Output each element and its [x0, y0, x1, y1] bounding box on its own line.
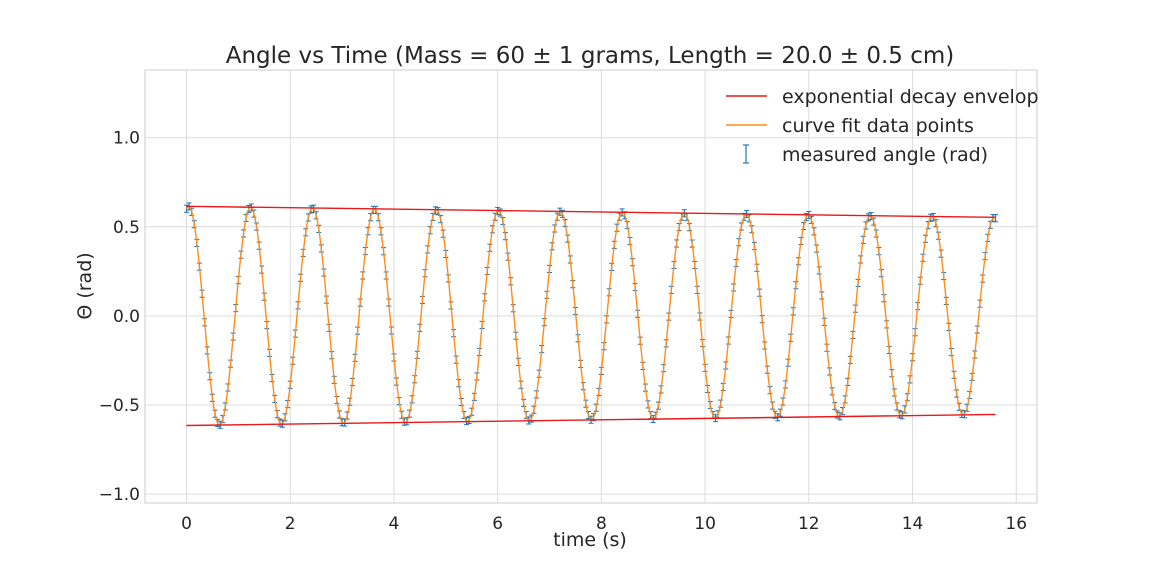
legend-entry-label: exponential decay envelop [782, 86, 1039, 108]
data-layer [183, 202, 999, 429]
x-tick-label: 12 [798, 514, 820, 534]
grid [145, 70, 1037, 503]
y-tick-label: 1.0 [113, 129, 140, 149]
y-tick-label: −1.0 [99, 485, 140, 505]
y-tick-label: −0.5 [99, 396, 140, 416]
x-tick-label: 14 [902, 514, 924, 534]
ticks: 0 2 4 6 8 10 12 14 16 −1.0 −0.5 0.0 0.5 1.0 [99, 129, 1027, 534]
y-tick-label: 0.5 [113, 218, 140, 238]
legend-entry-label: curve fit data points [782, 115, 974, 137]
legend-entry-label: measured angle (rad) [782, 144, 988, 166]
envelope-upper-line [186, 205, 996, 219]
x-tick-label: 16 [1005, 514, 1027, 534]
x-tick-label: 10 [694, 514, 716, 534]
x-tick-label: 8 [596, 514, 607, 534]
chart-title: Angle vs Time (Mass = 60 ± 1 grams, Leng… [226, 43, 955, 69]
x-tick-label: 0 [181, 514, 192, 534]
envelope-lower-line [186, 413, 996, 427]
legend: exponential decay envelop curve fit data … [726, 86, 1039, 166]
x-tick-label: 4 [389, 514, 400, 534]
x-tick-label: 6 [492, 514, 503, 534]
y-tick-label: 0.0 [113, 307, 140, 327]
x-axis-label: time (s) [553, 529, 627, 551]
plot-frame [144, 69, 1038, 504]
x-tick-label: 2 [285, 514, 296, 534]
y-axis-label: Θ (rad) [74, 252, 96, 319]
